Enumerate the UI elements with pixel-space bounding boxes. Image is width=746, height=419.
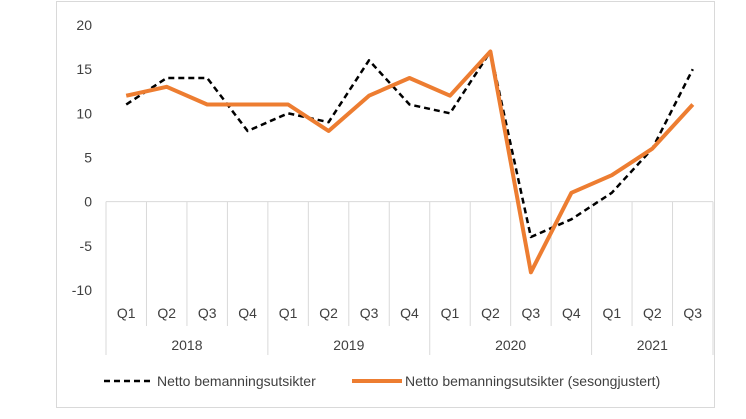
quarter-label: Q4 xyxy=(238,305,257,321)
series-lines xyxy=(125,49,695,275)
quarter-label: Q1 xyxy=(602,305,621,321)
series-line xyxy=(125,49,695,275)
chart-frame xyxy=(56,1,715,408)
y-tick-label: 15 xyxy=(76,61,92,77)
quarter-label: Q4 xyxy=(400,305,419,321)
quarter-label: Q1 xyxy=(279,305,298,321)
year-label: 2019 xyxy=(333,337,364,353)
year-label: 2021 xyxy=(637,337,668,353)
quarter-label: Q3 xyxy=(522,305,541,321)
quarter-label: Q2 xyxy=(643,305,662,321)
quarter-label: Q3 xyxy=(683,305,702,321)
legend-label: Netto bemanningsutsikter xyxy=(157,373,316,389)
quarter-label: Q4 xyxy=(562,305,581,321)
y-tick-label: 5 xyxy=(84,150,92,166)
y-tick-label: -10 xyxy=(72,282,92,298)
quarter-label: Q1 xyxy=(441,305,460,321)
y-tick-label: -5 xyxy=(80,238,93,254)
quarter-label: Q2 xyxy=(157,305,176,321)
quarter-label: Q2 xyxy=(481,305,500,321)
series-line xyxy=(125,50,694,239)
quarter-label: Q3 xyxy=(198,305,217,321)
y-tick-label: 20 xyxy=(76,17,92,33)
y-axis-labels: 20 15 10 5 0 -5 -10 xyxy=(72,17,92,298)
year-label: 2020 xyxy=(495,337,526,353)
y-tick-label: 0 xyxy=(84,194,92,210)
quarter-label: Q1 xyxy=(117,305,136,321)
year-label: 2018 xyxy=(171,337,202,353)
legend-label: Netto bemanningsutsikter (sesongjustert) xyxy=(405,373,660,389)
y-tick-label: 10 xyxy=(76,105,92,121)
x-axis: Q1 Q2 Q3 Q4 Q1 Q2 Q3 Q4 Q1 Q2 Q3 Q4 Q1 Q2 Q3 2018 2019 20… xyxy=(105,201,714,355)
quarter-label: Q3 xyxy=(360,305,379,321)
quarter-label: Q2 xyxy=(319,305,338,321)
legend: Netto bemanningsutsikter Netto bemannings… xyxy=(104,373,660,389)
